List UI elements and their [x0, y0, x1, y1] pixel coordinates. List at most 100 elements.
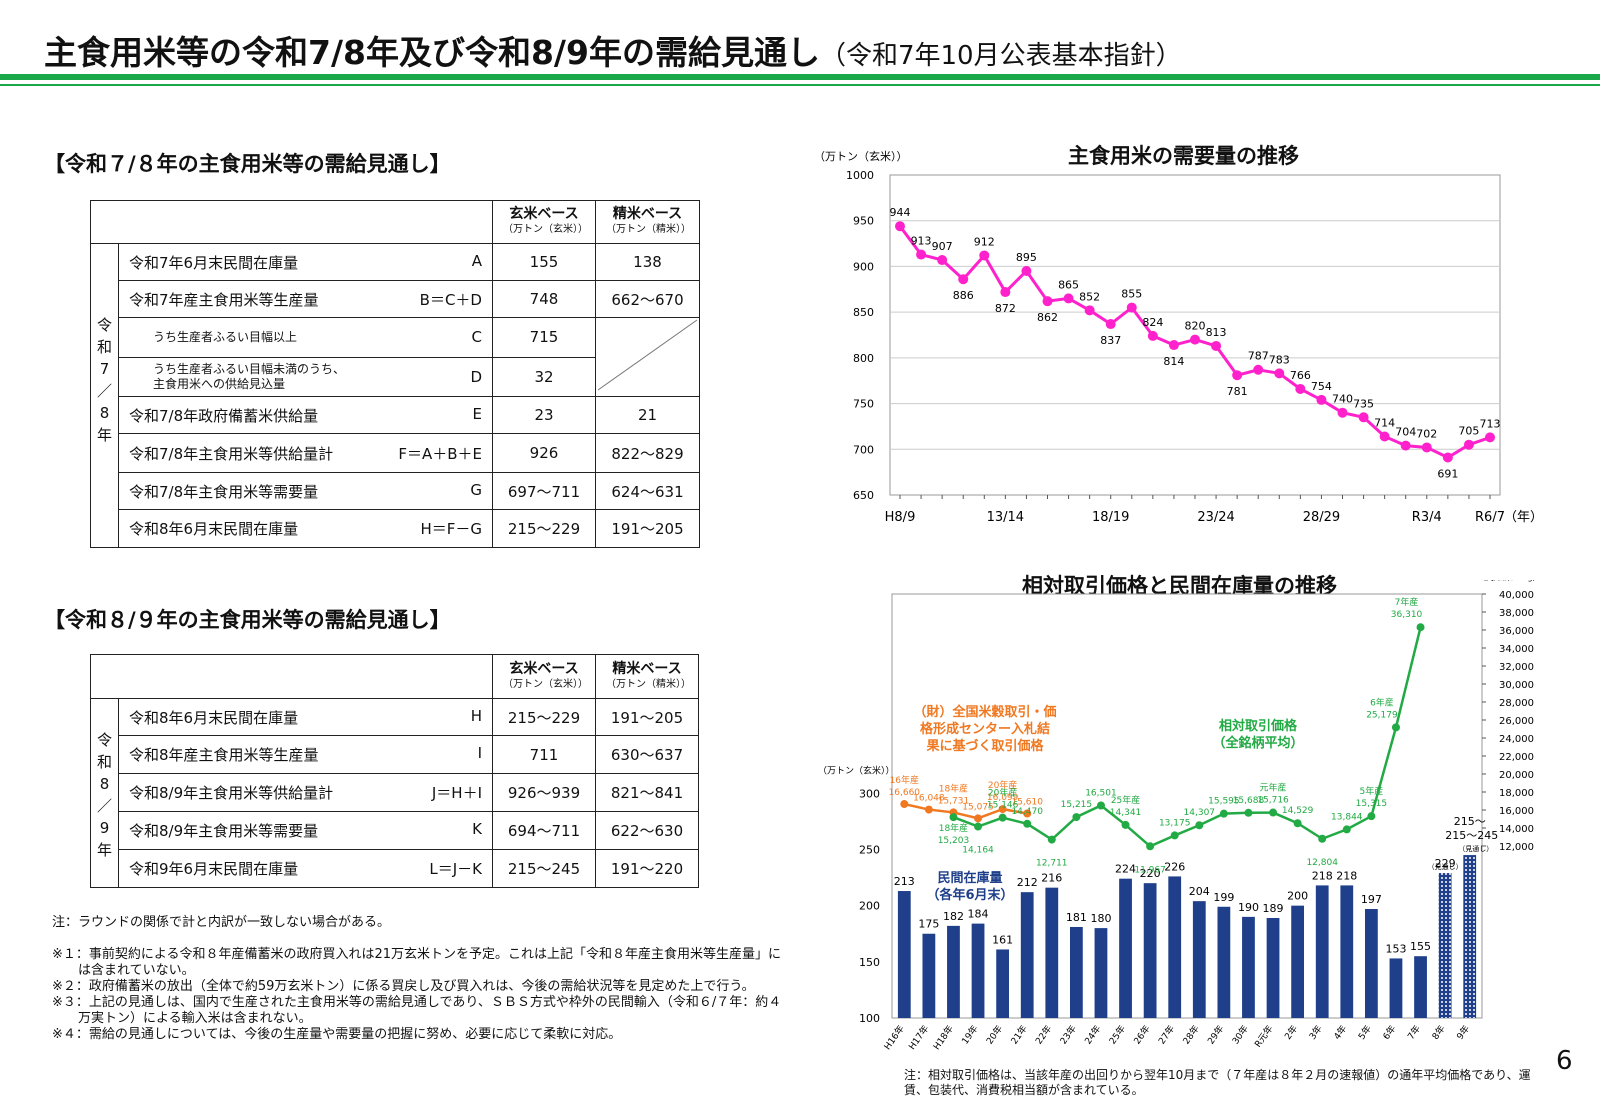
stock-label: 153	[1385, 942, 1406, 955]
data-point	[1337, 407, 1348, 418]
right-tick-label: 16,000	[1499, 806, 1534, 817]
x-tick-label: 9年	[1454, 1023, 1472, 1042]
data-label: 754	[1311, 380, 1332, 393]
data-point	[1042, 296, 1053, 307]
data-label: 944	[890, 206, 911, 219]
table-row: 令和8年6月末民間在庫量 H＝F－G	[118, 509, 493, 548]
data-label: 781	[1227, 385, 1248, 398]
x-tick-label: 4年	[1331, 1023, 1349, 1042]
x-tick-label: 7年	[1405, 1023, 1423, 1042]
left-tick-label: 300	[859, 787, 880, 800]
relative-price-label: 15,146	[987, 801, 1019, 811]
cell-genmai: 155	[492, 243, 596, 281]
y-tick-label: 750	[853, 398, 874, 411]
right-tick-label: 28,000	[1499, 698, 1534, 709]
x-tick-label: 5年	[1356, 1023, 1374, 1042]
relative-price-point	[998, 813, 1007, 822]
relative-price-label: 14,529	[1282, 806, 1314, 816]
data-point	[1253, 364, 1264, 375]
stock-bar	[1242, 916, 1255, 1018]
center-year-label: 20年産	[988, 779, 1017, 791]
data-label: 691	[1437, 468, 1458, 481]
vertical-label: 令和 7 ／ 8 年	[90, 243, 119, 548]
relative-year-label: 6年産	[1370, 696, 1394, 708]
cell-seimai: 191～220	[595, 849, 699, 888]
data-point	[1147, 330, 1158, 341]
right-axis-label: （円/玄米60kg）	[1478, 580, 1541, 582]
section1-table: 玄米ベース （万トン（玄米）） 精米ベース （万トン（精米）） 令和 7 ／ 8 年 令和7…	[90, 200, 700, 548]
x-tick-label: 3年	[1306, 1023, 1324, 1042]
table-corner	[90, 654, 493, 699]
chart1-title: 主食用米の需要量の推移	[1068, 144, 1299, 168]
relative-price-point	[1293, 819, 1302, 828]
table-row: うち生産者ふるい目幅以上 C	[118, 317, 493, 358]
stock-label-9-range: 215～245	[1445, 829, 1498, 842]
data-label: 913	[911, 235, 932, 248]
data-label: 814	[1163, 355, 1184, 368]
data-point	[1358, 412, 1369, 423]
data-point	[1379, 431, 1390, 442]
cell-seimai: 662～670	[595, 280, 700, 318]
cell-seimai: 630～637	[595, 735, 699, 774]
x-tick-label: 28/29	[1303, 510, 1340, 525]
x-tick-label: H8/9	[885, 510, 916, 525]
cell-seimai: 622～630	[595, 811, 699, 850]
stock-label: 190	[1238, 901, 1259, 914]
stock-label: 204	[1189, 885, 1210, 898]
stock-bar	[1438, 873, 1452, 1018]
data-label: 740	[1332, 393, 1353, 406]
stock-bar	[1315, 885, 1329, 1018]
data-point	[1295, 383, 1306, 394]
stock-label: 224	[1115, 863, 1136, 876]
data-point	[1211, 340, 1222, 351]
x-tick-label: 18/19	[1092, 510, 1129, 525]
relative-price-label: 25,179	[1366, 710, 1398, 720]
cell-seimai: 821～841	[595, 773, 699, 812]
relative-price-label: 15,215	[1061, 800, 1093, 810]
relative-price-label: 15,315	[1356, 799, 1388, 809]
data-label: 855	[1121, 288, 1142, 301]
relative-price-label: 12,804	[1306, 858, 1338, 868]
data-label: 895	[1016, 251, 1037, 264]
data-point	[1190, 334, 1200, 345]
center-year-label: 16年産	[890, 774, 919, 786]
relative-price-label: 15,203	[938, 836, 970, 846]
stock-series-name: 民間在庫量	[937, 870, 1002, 886]
x-tick-label: 25年	[1106, 1023, 1128, 1047]
relative-price-label: 15,716	[1257, 796, 1289, 806]
right-tick-label: 14,000	[1499, 824, 1534, 835]
page-number: 6	[1556, 1046, 1573, 1076]
header-seimai: 精米ベース （万トン（精米））	[595, 654, 699, 699]
plot-area	[891, 593, 1483, 1019]
note-2: ※２：政府備蓄米の放出（全体で約59万玄米トン）に係る買戻し及び買入れは、今後の…	[52, 979, 755, 994]
stock-label: 155	[1410, 940, 1431, 953]
center-series-name: 格形成センター入札結	[920, 721, 1050, 737]
cell-genmai: 748	[492, 280, 596, 318]
relative-price-point	[1318, 834, 1327, 843]
table-row: 令和7/8年主食用米等需要量 G	[118, 472, 493, 510]
x-tick-label: 13/14	[987, 510, 1024, 525]
data-point	[979, 250, 990, 261]
relative-price-point	[1367, 812, 1376, 821]
stock-bar	[947, 925, 960, 1018]
stock-bar	[1217, 906, 1231, 1018]
data-label: 766	[1290, 369, 1311, 382]
x-axis-unit: （年）	[1504, 510, 1543, 525]
data-label: 852	[1079, 290, 1100, 303]
relative-year-label: 5年産	[1360, 785, 1384, 797]
x-tick-label: 23/24	[1197, 510, 1234, 525]
relative-series-name: 相対取引価格	[1219, 718, 1298, 734]
right-tick-label: 38,000	[1499, 608, 1534, 619]
relative-year-label: 25年産	[1111, 794, 1140, 806]
data-label: 872	[995, 302, 1016, 315]
stock-series-sub: （各年6月末）	[926, 887, 1013, 903]
relative-price-label: 14,307	[1184, 808, 1216, 818]
relative-price-point	[949, 813, 958, 822]
cell-seimai: 21	[595, 396, 700, 434]
y-tick-label: 800	[853, 352, 874, 365]
data-point	[1485, 432, 1495, 443]
title-rule	[0, 74, 1600, 80]
relative-price-point	[1121, 820, 1130, 829]
relative-price-point	[1269, 808, 1278, 817]
center-series-name: 果に基づく取引価格	[925, 738, 1044, 754]
